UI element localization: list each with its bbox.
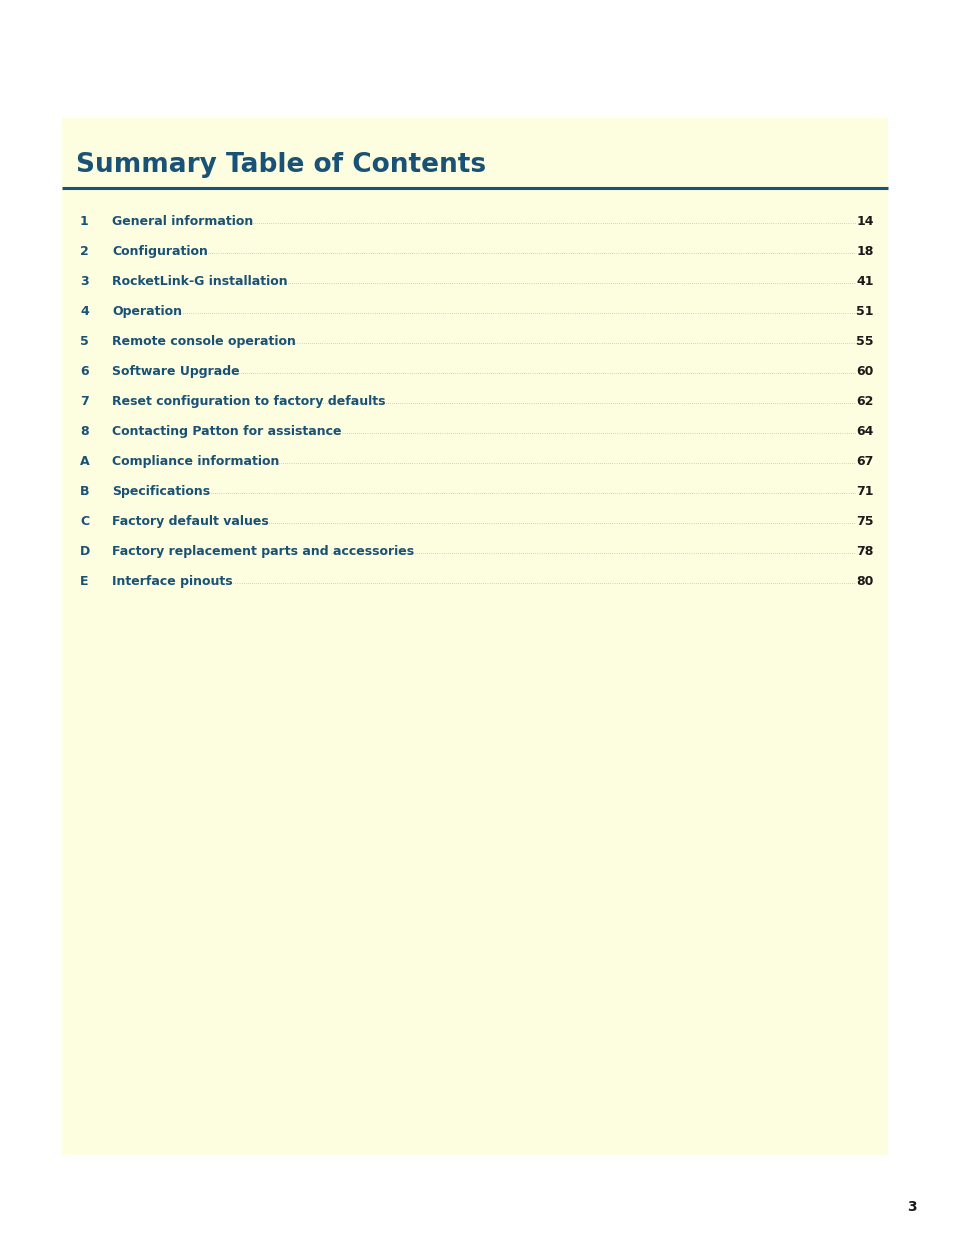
Text: 18: 18 [856,245,873,258]
Text: 67: 67 [856,454,873,468]
Text: Specifications: Specifications [112,485,210,498]
Text: Interface pinouts: Interface pinouts [112,576,241,588]
Text: 64: 64 [856,425,873,438]
Text: Contacting Patton for assistance: Contacting Patton for assistance [112,425,341,438]
Text: 6: 6 [80,366,89,378]
Text: 4: 4 [80,305,89,317]
Text: Summary Table of Contents: Summary Table of Contents [76,152,486,178]
Text: 14: 14 [856,215,873,228]
Text: A: A [80,454,90,468]
Text: D: D [80,545,91,558]
Text: 60: 60 [856,366,873,378]
Text: 41: 41 [856,275,873,288]
Text: 5: 5 [80,335,89,348]
Text: 55: 55 [856,335,873,348]
Text: 75: 75 [856,515,873,529]
Text: 3: 3 [906,1200,916,1214]
Text: E: E [80,576,89,588]
Text: 51: 51 [856,305,873,317]
Text: Remote console operation: Remote console operation [112,335,295,348]
Text: 71: 71 [856,485,873,498]
Text: Factory replacement parts and accessories: Factory replacement parts and accessorie… [112,545,414,558]
Text: B: B [80,485,90,498]
Text: Compliance information: Compliance information [112,454,283,468]
Text: Operation: Operation [112,305,182,317]
Text: C: C [80,515,89,529]
Text: Configuration: Configuration [112,245,208,258]
Text: 78: 78 [856,545,873,558]
Text: 7: 7 [80,395,89,408]
Text: 2: 2 [80,245,89,258]
Text: 80: 80 [856,576,873,588]
Text: RocketLink-G installation: RocketLink-G installation [112,275,287,288]
Text: 3: 3 [80,275,89,288]
Text: Factory default values: Factory default values [112,515,273,529]
Text: General information: General information [112,215,253,228]
Bar [62,119,887,1155]
Text: 62: 62 [856,395,873,408]
Text: 8: 8 [80,425,89,438]
Text: Software Upgrade: Software Upgrade [112,366,239,378]
Text: Reset configuration to factory defaults: Reset configuration to factory defaults [112,395,385,408]
Text: 1: 1 [80,215,89,228]
